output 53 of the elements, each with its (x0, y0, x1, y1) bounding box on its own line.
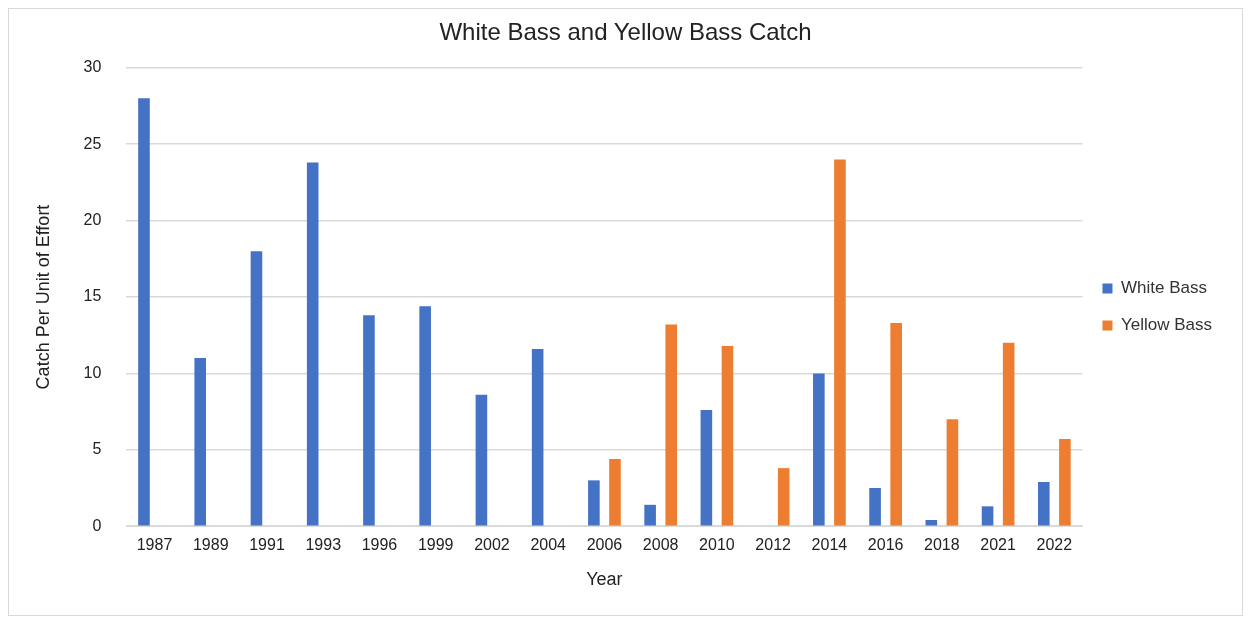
x-tick-label: 1987 (136, 536, 173, 554)
bar (644, 504, 656, 526)
x-tick-label: 2006 (586, 536, 623, 554)
y-tick-label: 25 (83, 134, 102, 152)
x-axis-title: Year (586, 569, 623, 590)
bar (475, 394, 488, 526)
x-tick-label: 2004 (530, 536, 567, 554)
legend-label: White Bass (1120, 278, 1207, 298)
bar (588, 480, 600, 526)
x-tick-label: 2016 (867, 536, 904, 554)
y-axis-title: Catch Per Unit of Effort (32, 204, 53, 390)
x-tick-label: 1993 (305, 536, 342, 554)
x-tick-label: 2018 (924, 536, 960, 554)
x-tick-label: 2008 (642, 536, 679, 554)
x-tick-label: 1991 (249, 536, 285, 554)
x-tick-label: 1999 (417, 536, 454, 554)
bar (665, 324, 678, 526)
bar (869, 488, 881, 526)
bar (194, 358, 207, 526)
bar (363, 315, 375, 526)
y-tick-label: 10 (83, 363, 102, 381)
bar (700, 410, 713, 526)
y-tick-label: 0 (92, 516, 102, 534)
bar (250, 251, 263, 526)
bar (834, 159, 846, 526)
bar (890, 322, 902, 526)
bar (531, 348, 544, 526)
bar (419, 306, 431, 526)
x-tick-label: 1996 (361, 536, 398, 554)
bar (138, 98, 150, 526)
y-tick-label: 30 (83, 58, 102, 76)
x-tick-label: 2012 (755, 536, 792, 554)
x-tick-label: 2022 (1036, 536, 1073, 554)
bar (609, 458, 621, 526)
legend-label: Yellow Bass (1120, 315, 1213, 335)
x-tick-label: 2002 (474, 536, 510, 554)
bar (721, 345, 734, 526)
bar (981, 506, 994, 526)
y-tick-label: 15 (83, 287, 102, 305)
chart-title: White Bass and Yellow Bass Catch (439, 18, 812, 46)
x-tick-label: 1989 (192, 536, 229, 554)
x-tick-label: 2010 (699, 536, 735, 554)
bar (1038, 481, 1050, 526)
bar (777, 468, 790, 526)
y-tick-label: 20 (83, 211, 102, 229)
bar (1059, 439, 1071, 526)
x-tick-label: 2014 (811, 536, 848, 554)
bar (946, 419, 959, 526)
bar (306, 162, 319, 526)
bar (813, 373, 825, 526)
y-tick-label: 5 (92, 440, 102, 458)
x-tick-label: 2021 (980, 536, 1016, 554)
bar (1002, 342, 1015, 526)
